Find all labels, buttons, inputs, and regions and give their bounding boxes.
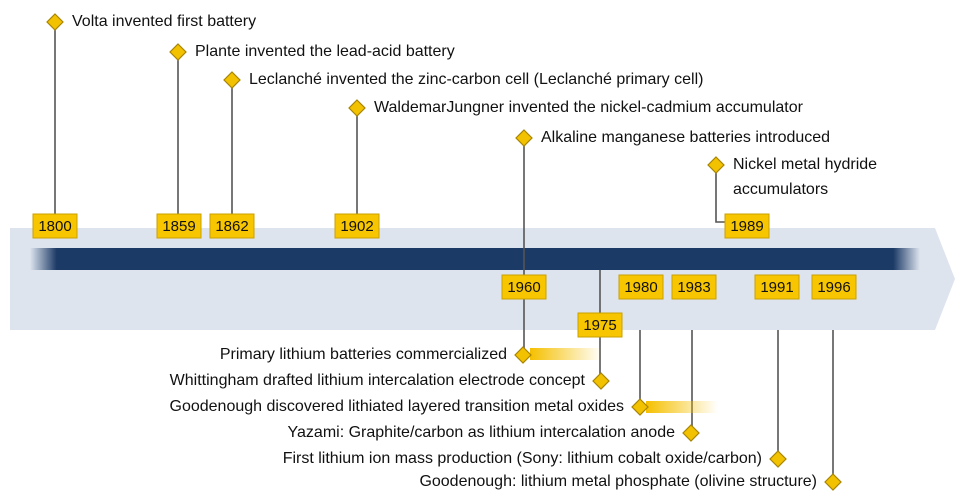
event-label: Nickel metal hydride [733,156,877,173]
year-box [209,213,255,239]
diamond [169,43,187,61]
event-label: Plante invented the lead-acid battery [195,43,455,60]
highlight [530,348,602,360]
year-label: 1991 [760,279,793,296]
event-label: Leclanché invented the zinc-carbon cell … [249,71,703,88]
diamond [707,156,725,174]
year-box [334,213,380,239]
timeline-bar [30,248,920,270]
event-label: First lithium ion mass production (Sony:… [283,450,762,467]
year-box [32,213,78,239]
diamond [824,473,842,491]
event-label: Volta invented first battery [72,13,256,30]
year-label: 1859 [162,218,195,235]
year-label: 1980 [624,279,657,296]
year-box [618,274,664,300]
event-label: Alkaline manganese batteries introduced [541,129,830,146]
year-label: 1989 [730,218,763,235]
year-box [811,274,857,300]
year-box [501,274,547,300]
diamond [46,13,64,31]
event-label: accumulators [733,181,828,198]
diamond [514,346,532,364]
event-label: WaldemarJungner invented the nickel-cadm… [374,99,804,116]
event-label: Whittingham drafted lithium intercalatio… [170,372,586,389]
highlight [646,401,718,413]
year-label: 1800 [38,218,71,235]
diamond [515,129,533,147]
year-box [156,213,202,239]
year-box [671,274,717,300]
event-label: Goodenough: lithium metal phosphate (oli… [419,473,817,490]
diamond [223,71,241,89]
diamond [769,450,787,468]
year-label: 1983 [677,279,710,296]
year-label: 1862 [215,218,248,235]
diamond [592,372,610,390]
year-box [754,274,800,300]
event-label: Goodenough discovered lithiated layered … [170,398,625,415]
year-label: 1902 [340,218,373,235]
diamond [682,424,700,442]
year-box [724,213,770,239]
year-box [577,312,623,338]
year-label: 1960 [507,279,540,296]
year-label: 1975 [583,317,616,334]
year-label: 1996 [817,279,850,296]
diamond [631,398,649,416]
event-label: Yazami: Graphite/carbon as lithium inter… [288,424,676,441]
event-label: Primary lithium batteries commercialized [220,346,507,363]
diamond [348,99,366,117]
